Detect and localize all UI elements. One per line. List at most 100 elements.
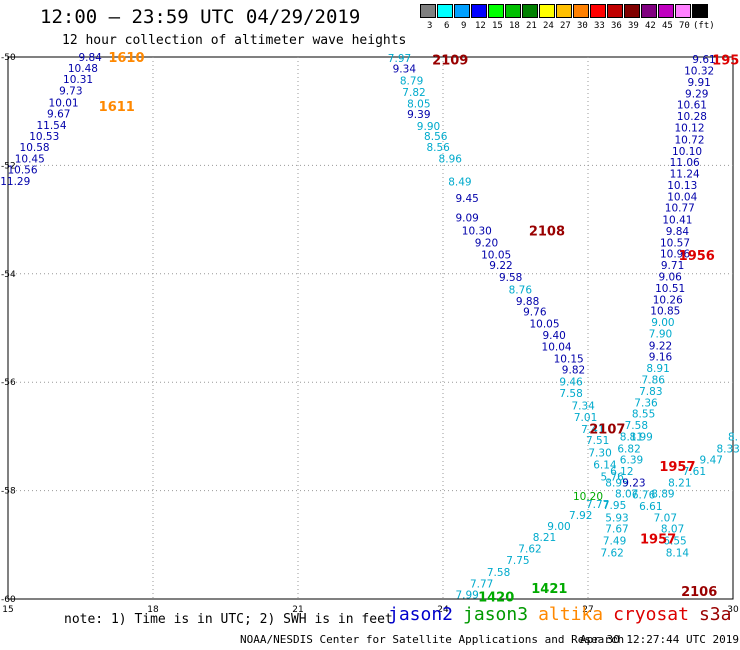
color-scale-label: 12 (475, 21, 486, 31)
color-scale-swatch (437, 4, 453, 18)
swh-data-label: 9.84 (666, 226, 690, 238)
color-scale-swatch (692, 4, 708, 18)
track-time-label: 2106 (681, 585, 717, 600)
swh-data-label: 9.39 (407, 109, 430, 121)
color-scale-swatch (420, 4, 436, 18)
swh-data-label: 10.10 (672, 146, 702, 158)
track-time-label: 2109 (432, 54, 468, 69)
swh-data-label: 9.09 (455, 212, 478, 224)
swh-data-label: 6.12 (610, 466, 633, 478)
y-tick-label: -56 (1, 378, 16, 388)
swh-data-label: 9.20 (475, 237, 498, 249)
track-time-label: 2107 (589, 422, 625, 437)
legend-entry: s3a (698, 604, 732, 625)
swh-data-label: 10.26 (653, 294, 683, 306)
swh-data-label: 8.11 (620, 431, 643, 443)
x-tick-label: 21 (292, 605, 303, 615)
track-time-label: 1611 (99, 100, 135, 115)
swh-data-label: 6.76 (632, 489, 656, 501)
track-time-label: 1956 (679, 249, 715, 264)
swh-data-label: 9.58 (499, 272, 522, 284)
swh-data-label: 7.51 (586, 435, 609, 447)
swh-data-label: 10.41 (662, 215, 692, 227)
swh-data-label: 7.62 (518, 544, 541, 556)
y-tick-label: -54 (1, 270, 16, 280)
swh-data-label: 9.73 (59, 86, 82, 98)
swh-data-label: 10.85 (650, 306, 680, 318)
swh-data-label: 6.55 (663, 535, 686, 547)
color-scale-swatch (607, 4, 623, 18)
swh-data-label: 7.99 (455, 590, 478, 602)
swh-data-label: 10.45 (15, 153, 45, 165)
track-time-label: 1957 (659, 460, 695, 475)
swh-data-label: 9.23 (622, 477, 645, 489)
swh-data-label: 7.95 (603, 500, 626, 512)
swh-data-label: 10.96 (660, 249, 690, 261)
color-scale-label: 27 (560, 21, 571, 31)
swh-data-label: 10.51 (655, 283, 685, 295)
swh-data-label: 7.67 (605, 524, 628, 536)
swh-data-label: 8.56 (426, 142, 450, 154)
swh-data-label: 8.96 (439, 153, 463, 165)
swh-data-label: 10.05 (481, 249, 511, 261)
swh-data-label: 9.16 (649, 352, 673, 364)
swh-data-label: 7.82 (402, 87, 425, 99)
chart-title: 12:00 – 23:59 UTC 04/29/2019 (40, 6, 361, 28)
y-tick-label: -58 (1, 487, 16, 497)
x-tick-label: 18 (147, 605, 159, 615)
x-tick-label: 24 (437, 605, 449, 615)
color-scale-swatch (471, 4, 487, 18)
swh-data-label: 7.41 (581, 424, 604, 436)
swh-data-label: 7.58 (487, 567, 510, 579)
swh-data-label: 9.61 (692, 54, 715, 66)
footnote: note: 1) Time is in UTC; 2) SWH is in fe… (64, 612, 393, 627)
swh-data-label: 7.58 (625, 420, 648, 432)
swh-data-label: 10.04 (542, 341, 572, 353)
swh-data-label: 7.01 (574, 412, 597, 424)
color-scale-unit: (ft) (693, 21, 715, 31)
color-scale-swatch (641, 4, 657, 18)
color-scale-swatch (454, 4, 470, 18)
swh-data-label: 10.20 (573, 491, 603, 503)
y-tick-label: -50 (1, 53, 16, 63)
swh-data-label: 9.76 (523, 307, 547, 319)
swh-data-label: 9.46 (559, 377, 583, 389)
color-scale-label: 70 (679, 21, 690, 31)
swh-data-label: 7.97 (388, 53, 411, 65)
swh-data-label: 6.39 (620, 455, 643, 467)
swh-data-label: 10.32 (684, 66, 714, 78)
color-scale-label: 24 (543, 21, 554, 31)
y-tick-label: -60 (1, 595, 16, 605)
swh-data-label: 7.36 (634, 397, 658, 409)
swh-data-label: 8.33 (716, 443, 739, 455)
color-scale-label: 3 (427, 21, 433, 31)
y-tick-label: -52 (1, 161, 16, 171)
swh-data-label: 8.07 (661, 524, 684, 536)
satellite-legend: jason2 jason3 altika cryosat s3a (388, 604, 740, 625)
swh-data-label: 8.79 (400, 75, 423, 87)
swh-data-label: 7.34 (571, 401, 595, 413)
track-time-label: 1610 (108, 51, 144, 66)
swh-data-label: 7.58 (559, 388, 582, 400)
swh-data-label: 8. (728, 431, 738, 443)
swh-data-label: 9.22 (489, 260, 512, 272)
swh-data-label: 10.77 (665, 203, 695, 215)
swh-data-label: 7.90 (649, 328, 672, 340)
swh-data-label: 8.95 (605, 477, 628, 489)
swh-data-label: 8.99 (629, 431, 652, 443)
swh-data-label: 10.28 (677, 111, 707, 123)
swh-data-label: 8.49 (448, 177, 471, 189)
swh-data-label: 9.90 (417, 121, 440, 133)
color-scale-swatch (522, 4, 538, 18)
track-time-label: 1957 (640, 532, 676, 547)
color-scale-swatch (590, 4, 606, 18)
swh-data-label: 10.48 (68, 63, 98, 75)
swh-data-label: 8.21 (668, 477, 691, 489)
color-scale-label: 18 (509, 21, 520, 31)
legend-entry: altika (538, 604, 604, 625)
swh-data-label: 10.05 (529, 319, 559, 331)
color-scale-label: 15 (492, 21, 503, 31)
legend-entry: jason3 (463, 604, 529, 625)
swh-data-label: 7.30 (588, 448, 611, 460)
swh-data-label: 9.88 (516, 296, 539, 308)
